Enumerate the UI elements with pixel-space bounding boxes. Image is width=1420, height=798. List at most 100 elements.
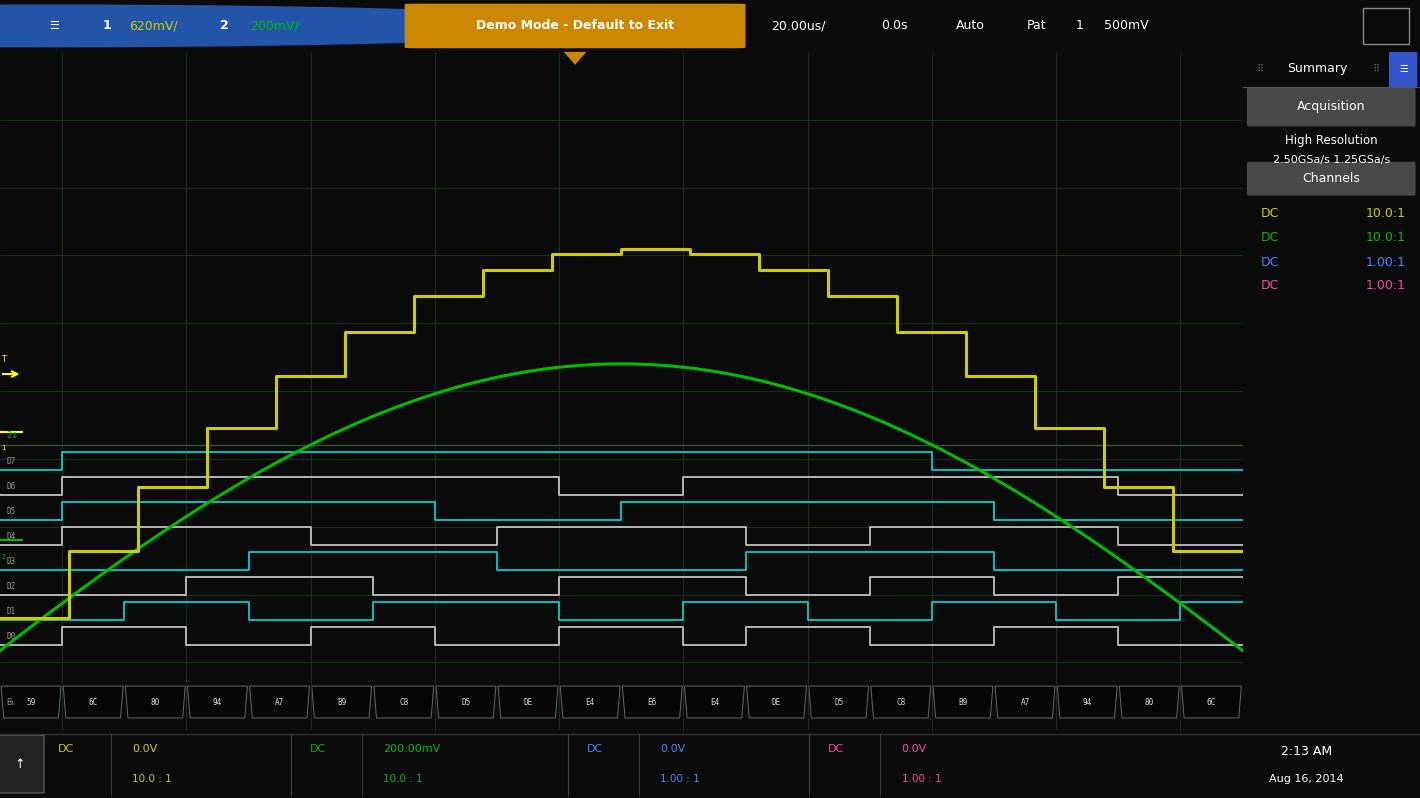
Text: 94: 94	[1082, 697, 1092, 706]
Circle shape	[0, 5, 622, 46]
Text: D7: D7	[6, 456, 16, 466]
Text: DC: DC	[1261, 255, 1278, 269]
Text: 94: 94	[213, 697, 222, 706]
Text: 80: 80	[1145, 697, 1154, 706]
Text: DC: DC	[1261, 207, 1278, 219]
Polygon shape	[995, 686, 1055, 718]
Text: 10.0:1: 10.0:1	[1366, 207, 1406, 219]
Text: 59: 59	[27, 697, 36, 706]
FancyBboxPatch shape	[1247, 162, 1416, 196]
Text: 10.0:1: 10.0:1	[1366, 231, 1406, 244]
Text: 1.00:1: 1.00:1	[1366, 279, 1406, 292]
FancyBboxPatch shape	[0, 735, 44, 793]
Text: 620mV/: 620mV/	[129, 19, 178, 33]
Polygon shape	[1181, 686, 1241, 718]
Polygon shape	[250, 686, 310, 718]
Text: Pat: Pat	[1027, 19, 1047, 33]
Polygon shape	[187, 686, 247, 718]
Text: D2: D2	[6, 582, 16, 591]
Text: 0.0V: 0.0V	[132, 745, 158, 754]
Text: ☰: ☰	[48, 21, 60, 31]
Text: 500mV: 500mV	[1103, 19, 1149, 33]
Text: 2↕: 2↕	[6, 431, 18, 440]
FancyBboxPatch shape	[405, 4, 746, 48]
Text: 2: 2	[1, 554, 6, 560]
Text: Channels: Channels	[1302, 172, 1360, 185]
Text: 1.00:1: 1.00:1	[1366, 255, 1406, 269]
Text: 2:13 AM: 2:13 AM	[1281, 745, 1332, 758]
Text: Acquisition: Acquisition	[1296, 101, 1366, 113]
Polygon shape	[1058, 686, 1118, 718]
Text: C8: C8	[896, 697, 906, 706]
Polygon shape	[809, 686, 869, 718]
Text: 1.00 : 1: 1.00 : 1	[902, 774, 941, 784]
Text: D4: D4	[6, 531, 16, 541]
Text: 0.0V: 0.0V	[660, 745, 686, 754]
Text: 0.0s: 0.0s	[882, 19, 907, 33]
Text: E4: E4	[585, 697, 595, 706]
Text: Aug 16, 2014: Aug 16, 2014	[1269, 774, 1343, 784]
Text: 20.00us/: 20.00us/	[771, 19, 825, 33]
Text: D5: D5	[462, 697, 470, 706]
FancyBboxPatch shape	[1247, 87, 1416, 126]
Text: D5: D5	[6, 507, 16, 516]
Polygon shape	[1119, 686, 1179, 718]
Text: B₁: B₁	[6, 697, 14, 706]
Text: ⠿: ⠿	[1257, 64, 1264, 74]
Polygon shape	[622, 686, 682, 718]
Text: E6: E6	[648, 697, 657, 706]
Text: T: T	[1, 355, 6, 364]
Polygon shape	[870, 686, 930, 718]
Polygon shape	[125, 686, 185, 718]
Text: D1: D1	[6, 606, 16, 616]
Text: DC: DC	[310, 745, 325, 754]
Polygon shape	[564, 52, 586, 65]
Text: DC: DC	[828, 745, 843, 754]
Text: DC: DC	[1261, 279, 1278, 292]
Text: B9: B9	[337, 697, 346, 706]
Text: 2.50GSa/s 1.25GSa/s: 2.50GSa/s 1.25GSa/s	[1272, 156, 1390, 165]
Text: E4: E4	[710, 697, 719, 706]
Text: 10.0 : 1: 10.0 : 1	[132, 774, 172, 784]
Text: ⠿: ⠿	[1372, 64, 1379, 74]
Text: ↑: ↑	[14, 757, 26, 771]
Text: Demo Mode - Default to Exit: Demo Mode - Default to Exit	[476, 19, 674, 33]
Polygon shape	[498, 686, 558, 718]
Text: 10.0 : 1: 10.0 : 1	[383, 774, 423, 784]
Polygon shape	[747, 686, 807, 718]
Polygon shape	[64, 686, 124, 718]
Text: 1: 1	[1075, 19, 1083, 33]
Polygon shape	[561, 686, 621, 718]
Text: 6C: 6C	[88, 697, 98, 706]
Text: High Resolution: High Resolution	[1285, 133, 1377, 147]
Text: 6C: 6C	[1207, 697, 1216, 706]
Text: 1.00 : 1: 1.00 : 1	[660, 774, 700, 784]
Text: C8: C8	[399, 697, 409, 706]
Text: DE: DE	[524, 697, 532, 706]
Text: Summary: Summary	[1287, 62, 1348, 75]
Polygon shape	[373, 686, 433, 718]
Text: A7: A7	[275, 697, 284, 706]
Text: D0: D0	[6, 632, 16, 641]
FancyBboxPatch shape	[1389, 50, 1417, 88]
Polygon shape	[1, 686, 61, 718]
Text: 0.0V: 0.0V	[902, 745, 927, 754]
Text: B9: B9	[959, 697, 967, 706]
Text: D3: D3	[6, 557, 16, 566]
Text: 200mV/: 200mV/	[250, 19, 298, 33]
Text: 80: 80	[151, 697, 160, 706]
Text: ☰: ☰	[1399, 64, 1407, 74]
Polygon shape	[684, 686, 744, 718]
Text: D6: D6	[6, 482, 16, 491]
Text: Auto: Auto	[956, 19, 984, 33]
Polygon shape	[933, 686, 993, 718]
Text: 1: 1	[102, 19, 111, 33]
Text: D5: D5	[834, 697, 843, 706]
Text: A7: A7	[1021, 697, 1030, 706]
Text: 2: 2	[220, 19, 229, 33]
Text: DC: DC	[58, 745, 74, 754]
Text: 1: 1	[1, 445, 6, 452]
Text: DC: DC	[586, 745, 602, 754]
Text: DE: DE	[772, 697, 781, 706]
Text: DC: DC	[1261, 231, 1278, 244]
